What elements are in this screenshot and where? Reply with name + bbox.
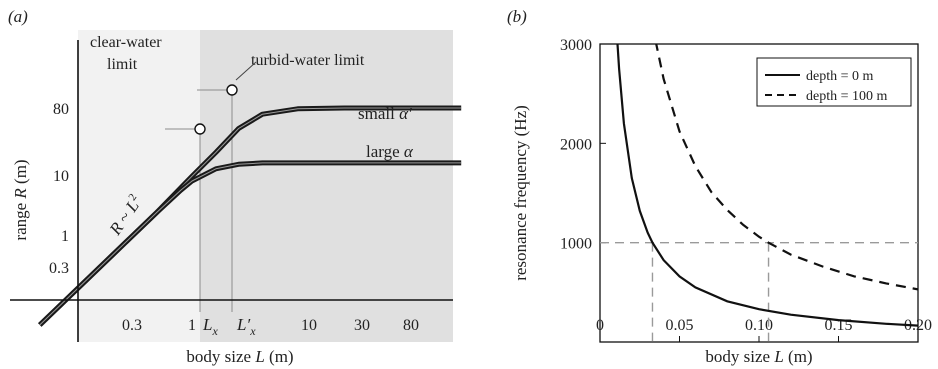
- small-alpha-annotation: small α′: [358, 104, 412, 123]
- b-y-tick: 2000: [560, 136, 592, 153]
- b-x-tick: 0.10: [745, 317, 773, 334]
- large-alpha-curve-highlight: [39, 162, 462, 326]
- lx-prime-label: L′x: [236, 315, 256, 338]
- lx-label: Lx: [202, 315, 218, 338]
- a-y-axis-title: range R (m): [11, 159, 30, 240]
- panel-b-legend: depth = 0 m depth = 100 m: [756, 57, 912, 107]
- panel-b-label: (b): [507, 7, 527, 26]
- small-alpha-transition-marker: [226, 84, 238, 96]
- b-x-tick: 0.05: [666, 317, 694, 334]
- a-x-tick: 10: [301, 317, 317, 334]
- b-legend-label: depth = 0 m: [806, 69, 873, 84]
- a-x-tick: 30: [354, 317, 370, 334]
- turbid-label-leader: [235, 61, 257, 81]
- panel-a: (a) clear-water limit turbid-water limit…: [8, 7, 462, 366]
- panel-a-curves: [38, 105, 462, 327]
- clear-water-label-1: clear-water: [90, 34, 162, 51]
- clear-water-label-2: limit: [107, 56, 138, 73]
- turbid-water-label: turbid-water limit: [251, 52, 365, 69]
- a-x-tick: 1: [188, 317, 196, 334]
- b-x-axis-title: body size L (m): [705, 347, 812, 366]
- a-y-tick: 1: [61, 228, 69, 245]
- b-legend-box: [756, 57, 912, 107]
- b-legend-label: depth = 100 m: [806, 89, 887, 104]
- a-y-tick: 10: [53, 168, 69, 185]
- b-y-tick: 1000: [560, 236, 592, 253]
- panel-a-label: (a): [8, 7, 28, 26]
- a-x-tick: 80: [403, 317, 419, 334]
- large-alpha-transition-marker: [194, 123, 206, 135]
- a-x-tick: 0.3: [122, 317, 142, 334]
- large-alpha-annotation: large α: [366, 142, 414, 161]
- a-y-tick: 0.3: [49, 260, 69, 277]
- b-y-axis-title: resonance frequency (Hz): [511, 105, 530, 281]
- depth-100m-curve: [655, 44, 918, 291]
- a-y-tick: 80: [53, 101, 69, 118]
- turbid-water-region: [200, 30, 453, 342]
- b-y-tick: 3000: [560, 37, 592, 54]
- depth-0m-curve: [616, 44, 918, 327]
- panel-b-curves: [616, 44, 918, 327]
- b-x-tick: 0: [596, 317, 604, 334]
- a-x-axis-title: body size L (m): [186, 347, 293, 366]
